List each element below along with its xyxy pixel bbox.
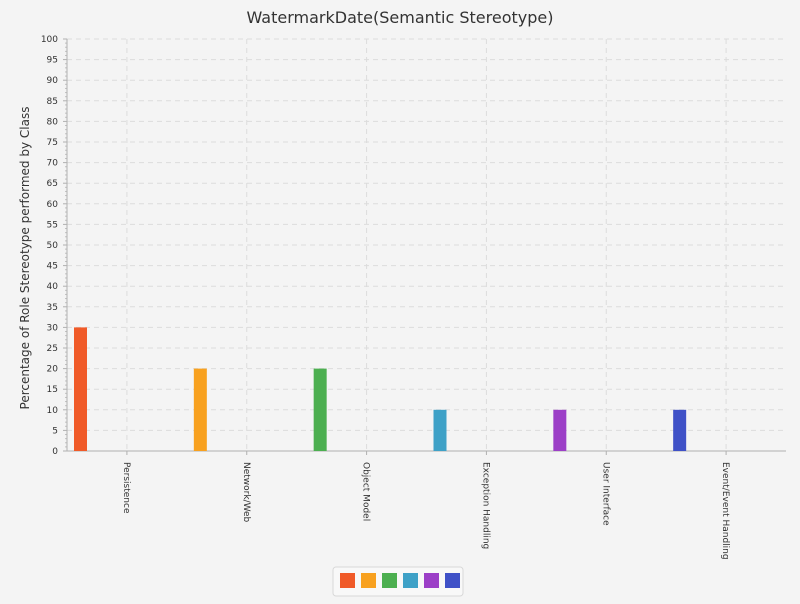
legend: [332, 566, 464, 597]
y-tick-label: 90: [47, 76, 59, 86]
x-tick-label: Network/Web: [241, 462, 251, 523]
legend-swatch: [445, 573, 460, 588]
x-tick-label: Event/Event Handling: [720, 462, 730, 560]
bar: [673, 409, 687, 451]
x-tick-label: Persistence: [121, 462, 131, 514]
y-tick-label: 25: [47, 344, 58, 354]
y-tick-label: 100: [41, 35, 58, 45]
bar: [433, 409, 447, 451]
legend-swatch: [382, 573, 397, 588]
x-tick-labels: Persistence Network/Web Object Model Except…: [121, 451, 730, 560]
y-tick-label: 75: [47, 138, 58, 148]
y-tick-label: 60: [47, 200, 59, 210]
legend-swatch: [403, 573, 418, 588]
y-tick-label: 55: [47, 220, 58, 230]
y-tick-label: 0: [52, 447, 58, 457]
axes: 0 5 10 15 20 25 30 35 40 45 50 55 60 65 70 75 80 85 90 95 10…: [41, 35, 786, 457]
y-tick-label: 70: [47, 159, 59, 169]
legend-swatch: [340, 573, 355, 588]
y-tick-label: 35: [47, 303, 58, 313]
bar: [553, 409, 567, 451]
y-tick-label: 20: [47, 365, 59, 375]
y-tick-label: 85: [47, 97, 58, 107]
y-tick-label: 80: [47, 117, 59, 127]
y-tick-label: 45: [47, 262, 58, 272]
bar: [74, 327, 87, 451]
y-axis-label: Percentage of Role Stereotype performed …: [18, 107, 32, 410]
chart-title: WatermarkDate(Semantic Stereotype): [247, 8, 554, 27]
y-tick-label: 15: [47, 385, 58, 395]
bar: [193, 368, 207, 451]
y-tick-label: 30: [47, 323, 59, 333]
y-tick-label: 5: [52, 426, 58, 436]
y-tick-label: 10: [47, 406, 59, 416]
legend-swatch: [361, 573, 376, 588]
y-tick-label: 95: [47, 56, 58, 66]
bars: [74, 327, 687, 451]
y-tick-label: 65: [47, 179, 58, 189]
x-tick-label: Exception Handling: [480, 462, 490, 549]
bar: [313, 368, 327, 451]
x-tick-label: Object Model: [361, 462, 371, 521]
grid-lines: [67, 38, 786, 451]
y-tick-label: 50: [47, 241, 59, 251]
legend-swatch: [424, 573, 439, 588]
x-tick-label: User Interface: [600, 462, 610, 526]
y-tick-label: 40: [47, 282, 59, 292]
